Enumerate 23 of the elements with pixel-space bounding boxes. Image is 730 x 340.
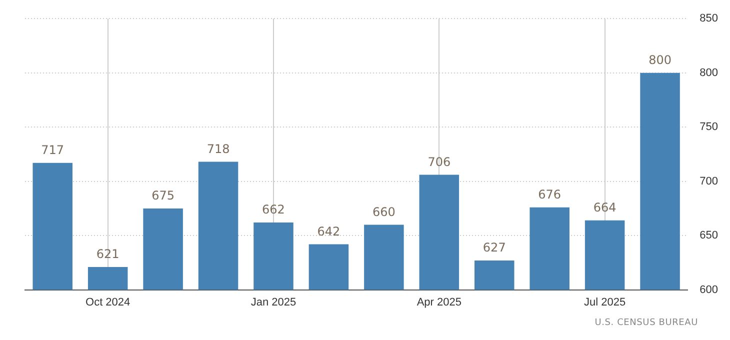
- y-tick-label: 750: [700, 121, 718, 134]
- y-tick-label: 600: [700, 284, 718, 296]
- x-tick-label: Oct 2024: [86, 296, 130, 308]
- data-label: 676: [538, 187, 562, 202]
- y-tick-label: 800: [700, 66, 718, 79]
- data-label: 627: [482, 240, 506, 255]
- text: U.S. CENSUS BUREAU: [594, 318, 698, 328]
- data-label: 706: [428, 154, 451, 169]
- data-label: 660: [372, 204, 396, 219]
- data-label: 718: [206, 142, 230, 156]
- data-label: 621: [96, 247, 120, 262]
- data-label: 662: [262, 202, 285, 217]
- x-tick-label: Jan 2025: [250, 296, 296, 308]
- y-tick-label: 650: [700, 230, 718, 242]
- data-label: 664: [593, 200, 616, 214]
- data-label: 800: [648, 52, 672, 67]
- data-label: 642: [317, 224, 340, 238]
- data-label: 717: [41, 143, 64, 158]
- x-tick-label: Jul 2025: [584, 296, 626, 308]
- data-label: 675: [152, 188, 175, 203]
- y-tick-label: 850: [700, 12, 718, 25]
- y-tick-label: 700: [700, 175, 718, 188]
- x-tick-label: Apr 2025: [416, 296, 462, 308]
